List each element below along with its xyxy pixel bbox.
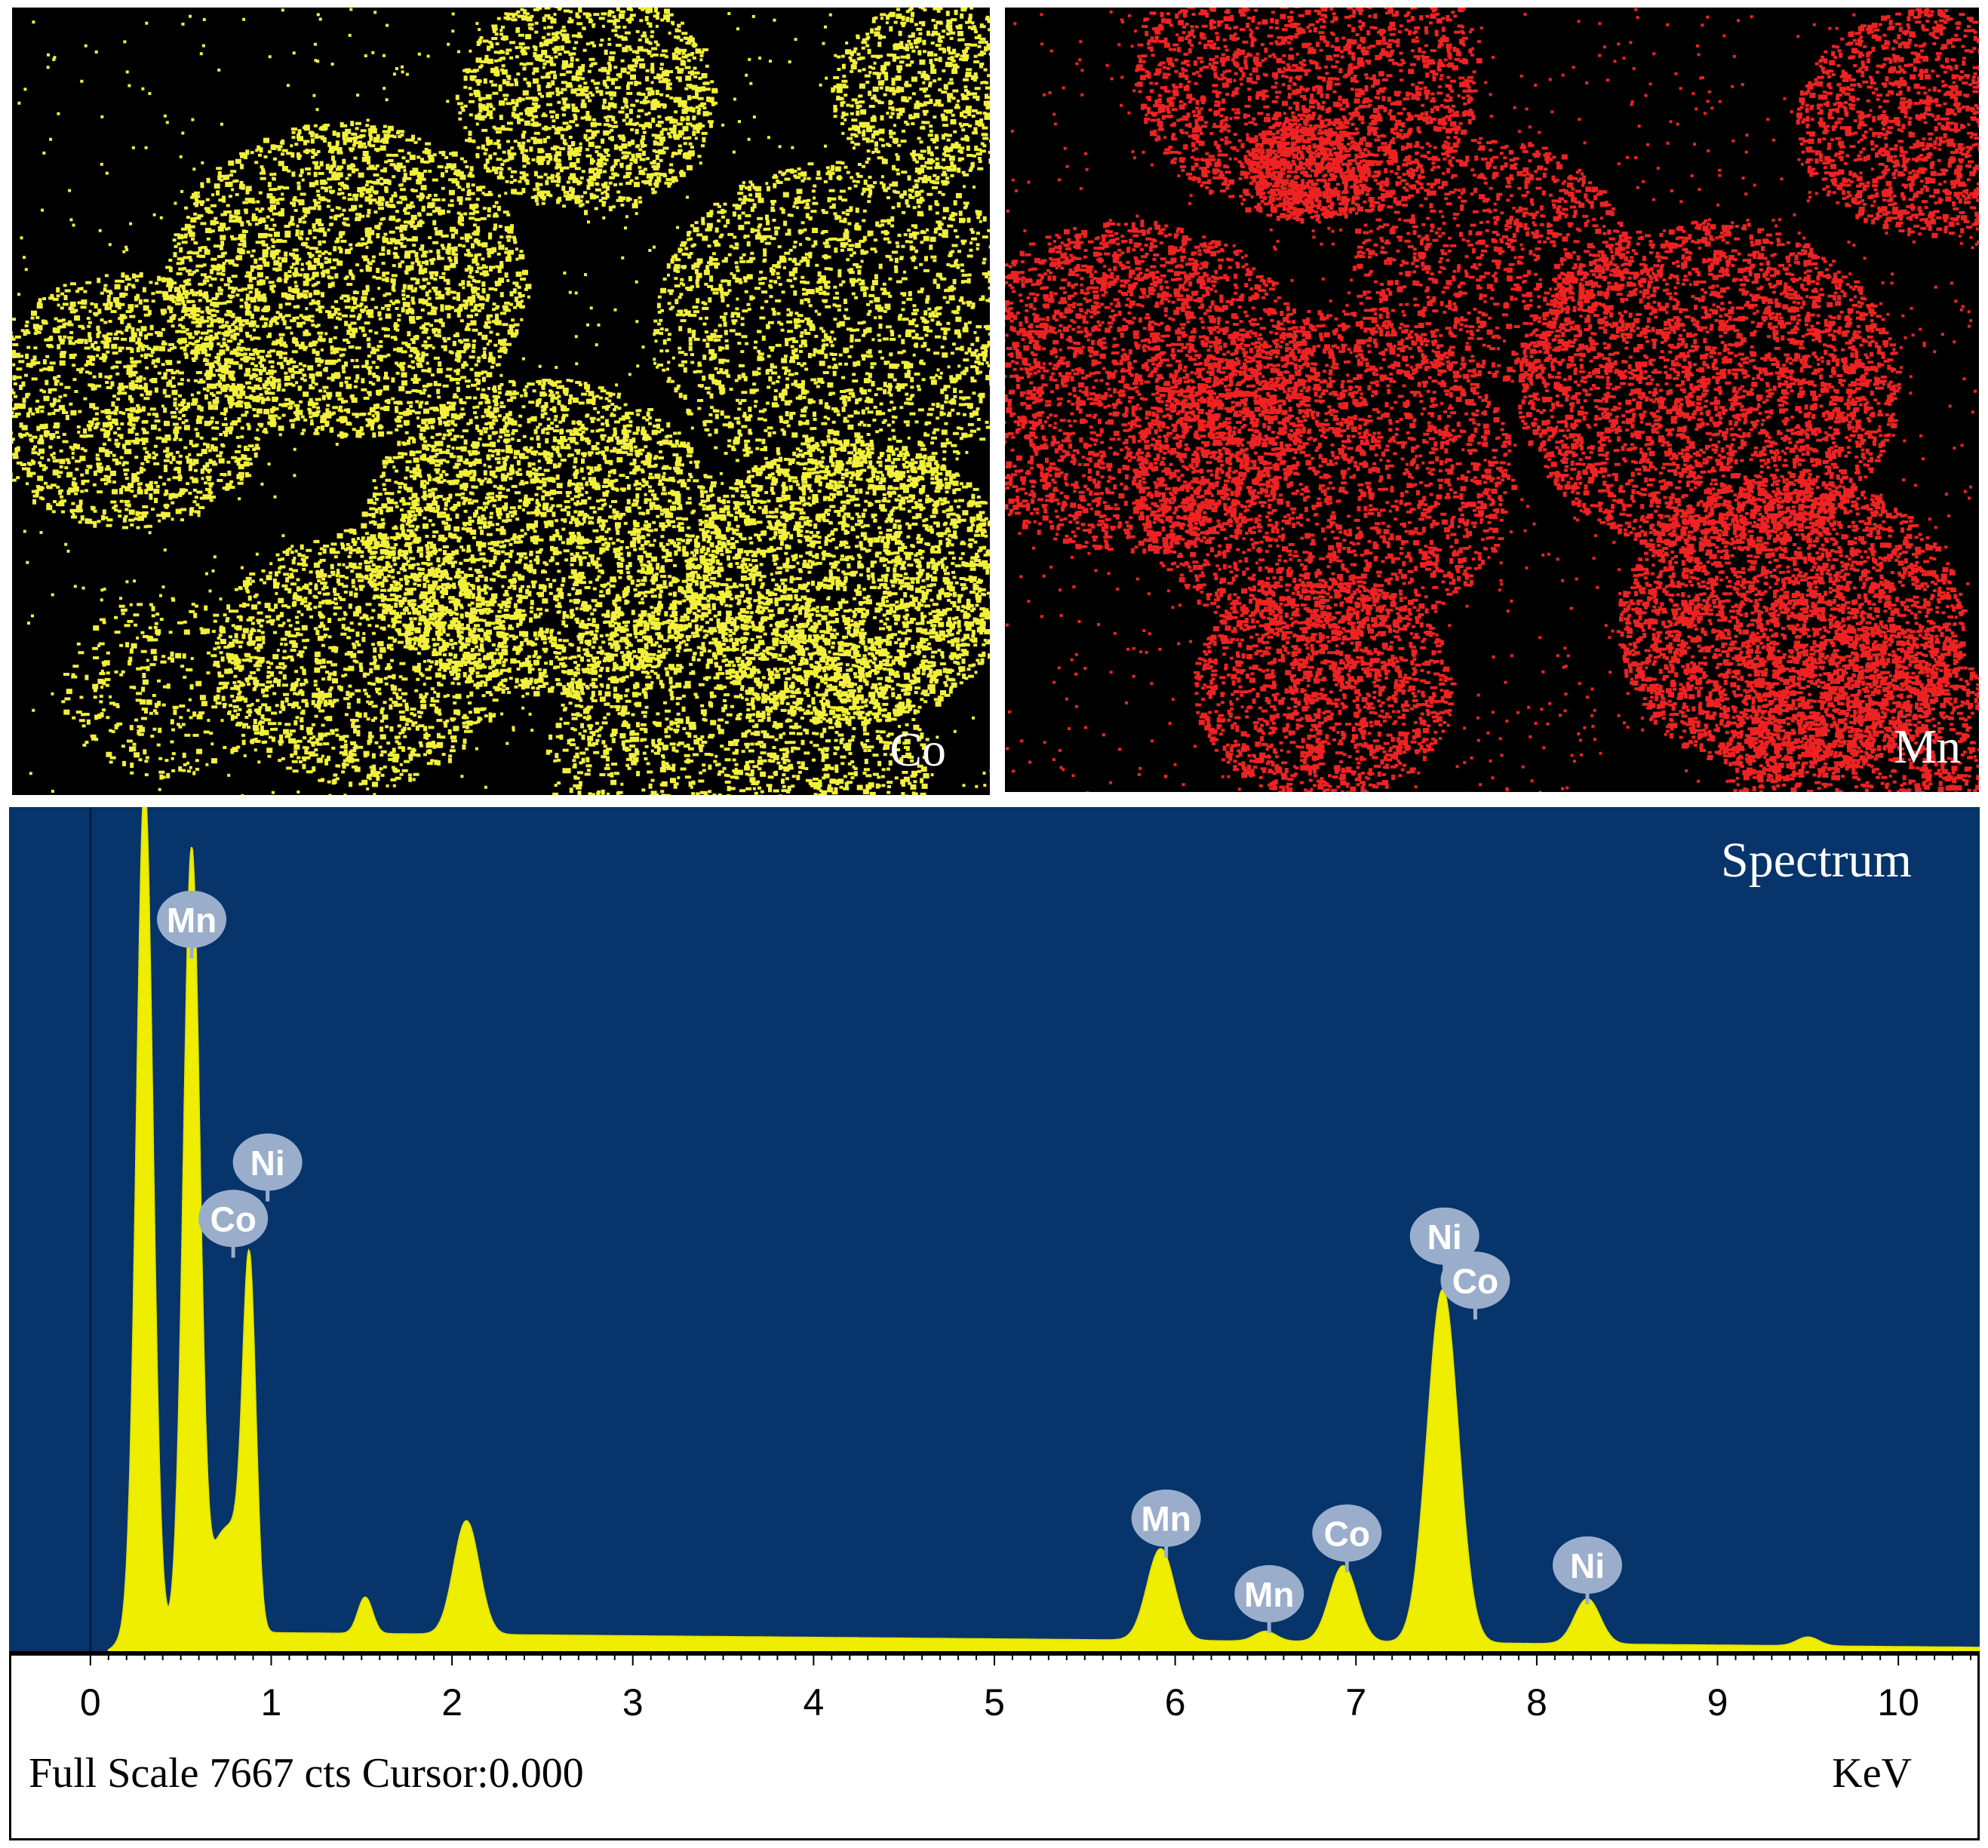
peak-point [1587,1607,1588,1609]
peak-point [234,1558,236,1561]
mn-map-label: Mn [1894,720,1961,773]
x-tick-label: 5 [984,1681,1005,1724]
spectrum-series [107,807,1980,1654]
peak-label-text: Mn [167,901,217,940]
peak-label-text: Co [210,1199,256,1239]
peak-label: Mn [1234,1564,1304,1633]
peak-point [248,1310,250,1312]
peak-point [364,1616,367,1618]
peak-label: Mn [1131,1489,1201,1558]
x-tick-label: 3 [622,1681,644,1724]
peak-label: Co [1312,1504,1382,1573]
x-tick-label: 9 [1707,1681,1728,1724]
map-dots [1005,8,1979,792]
x-tick-label: 1 [261,1681,282,1724]
x-axis-unit: KeV [1832,1750,1912,1797]
peak-label-text: Ni [250,1143,285,1183]
peak-label: Ni [1552,1536,1622,1604]
peak-label: Ni [1409,1207,1479,1275]
peak-label: Ni [232,1133,303,1202]
co-map-dots [12,8,990,795]
x-tick-label: 8 [1526,1681,1547,1724]
peak-point [1807,1644,1809,1646]
spectrum-title: Spectrum [1721,833,1912,888]
peak-label: Mn [157,890,227,959]
peak-label-text: Co [1452,1261,1498,1300]
peak-point [1264,1642,1267,1644]
x-tick-label: 10 [1877,1681,1919,1724]
spectrum-plot: Mn Ni Co Mn Mn Co Ni Co Ni 0 1 2 3 4 5 6 7 8 9 10 [9,807,1980,1840]
peak-point [466,1539,468,1541]
x-tick-label: 0 [80,1681,101,1724]
axis-strip [9,1653,1980,1840]
x-tick-label: 4 [803,1681,824,1724]
peak-point [1342,1576,1344,1578]
peak-point [1160,1561,1162,1563]
peak-point [143,807,146,808]
peak-point [1442,1299,1444,1301]
mn-map-dots [1005,8,1979,792]
eds-spectrum-chart: Mn Ni Co Mn Mn Co Ni Co Ni 0 1 2 3 4 5 6 7 8 9 10 Spectrum … [9,807,1980,1840]
map-dots [12,8,990,795]
peak-label-text: Mn [1141,1500,1191,1539]
peak-point [191,869,192,870]
co-map-label: Co [890,723,946,776]
peak-label-text: Mn [1244,1575,1294,1614]
peak-point [216,1589,218,1591]
peak-label-text: Co [1324,1514,1370,1553]
x-tick-label: 6 [1165,1681,1186,1724]
mn-element-map: Mn [1005,8,1979,792]
peak-label: Co [198,1190,269,1258]
peak-label-text: Ni [1570,1546,1605,1586]
x-tick-label: 2 [441,1681,462,1724]
peak-label: Co [1440,1251,1510,1320]
peak-label-text: Ni [1427,1217,1462,1257]
co-element-map: Co [12,8,990,795]
plot-background [9,807,1980,1653]
status-text: Full Scale 7667 cts Cursor:0.000 [29,1750,584,1797]
x-tick-label: 7 [1345,1681,1366,1724]
